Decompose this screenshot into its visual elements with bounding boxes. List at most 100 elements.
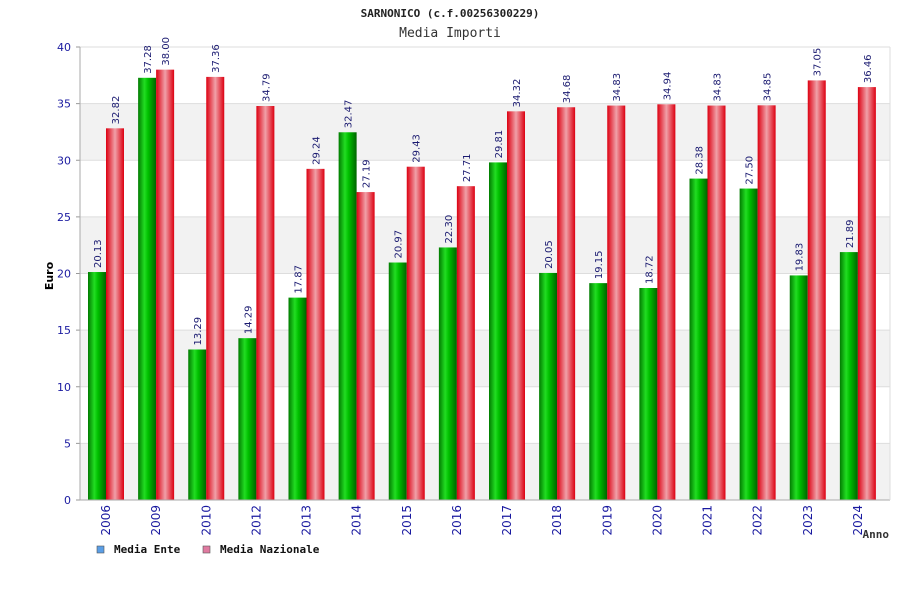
x-tick-label: 2015 xyxy=(400,505,414,536)
x-tick-label: 2013 xyxy=(300,505,314,536)
bar-media-ente xyxy=(639,287,658,500)
bar-media-nazionale xyxy=(557,107,576,501)
bar-value-label: 20.05 xyxy=(544,240,555,269)
bar-value-label: 27.19 xyxy=(362,159,373,188)
bar-media-ente xyxy=(839,252,858,500)
bar-value-label: 29.81 xyxy=(494,130,505,159)
bar-media-ente xyxy=(188,349,207,500)
bar-value-label: 19.83 xyxy=(795,243,806,272)
bar-media-ente xyxy=(689,178,708,500)
bar-value-label: 34.32 xyxy=(512,79,523,108)
legend-label: Media Nazionale xyxy=(220,543,320,556)
bar-value-label: 34.85 xyxy=(763,73,774,102)
bar-media-ente xyxy=(539,272,558,500)
bar-media-nazionale xyxy=(456,186,475,500)
bar-value-label: 27.50 xyxy=(745,156,756,185)
bar-media-ente xyxy=(789,275,808,500)
bar-value-label: 34.83 xyxy=(612,73,623,102)
bar-value-label: 34.94 xyxy=(662,72,673,101)
x-tick-label: 2006 xyxy=(99,505,113,536)
y-tick-label: 40 xyxy=(57,41,71,54)
y-tick-label: 0 xyxy=(64,494,71,507)
bar-media-nazionale xyxy=(306,168,325,500)
bar-media-ente xyxy=(438,247,457,500)
x-tick-label: 2009 xyxy=(149,505,163,536)
bar-value-label: 29.24 xyxy=(312,136,323,165)
bar-value-label: 21.89 xyxy=(845,219,856,248)
x-tick-label: 2012 xyxy=(249,505,263,536)
bar-value-label: 37.05 xyxy=(813,48,824,77)
legend-swatch xyxy=(202,545,211,554)
bar-media-nazionale xyxy=(206,76,225,500)
bar-media-ente xyxy=(238,338,257,500)
bar-value-label: 13.29 xyxy=(193,317,204,346)
legend: Media Ente Media Nazionale xyxy=(96,543,320,556)
legend-swatch xyxy=(96,545,105,554)
x-axis-label: Anno xyxy=(863,528,890,541)
bar-value-label: 34.83 xyxy=(713,73,724,102)
bar-media-ente xyxy=(138,77,157,500)
y-tick-label: 35 xyxy=(57,98,71,111)
bar-value-label: 28.38 xyxy=(695,146,706,175)
bar-media-nazionale xyxy=(106,128,124,500)
chart-subtitle: Media Importi xyxy=(399,26,501,41)
x-tick-label: 2010 xyxy=(199,505,213,536)
bar-media-nazionale xyxy=(707,105,726,501)
bar-value-label: 17.87 xyxy=(294,265,305,294)
bar-media-ente xyxy=(338,132,357,500)
y-tick-label: 5 xyxy=(64,437,71,450)
axes: 0 5 10 15 20 25 30 35 40 2006 2009 2010 2012 2013 2014… xyxy=(57,41,891,536)
bar-media-nazionale xyxy=(356,192,375,501)
bar-value-label: 20.97 xyxy=(394,230,405,259)
bar-value-label: 29.43 xyxy=(412,134,423,163)
y-tick-label: 15 xyxy=(57,324,71,337)
bar-value-label: 18.72 xyxy=(644,255,655,284)
bar-media-nazionale xyxy=(607,105,626,501)
bars-layer: 20.13 32.82 37.28 38.00 13.29 37.36 14.29 34.79… xyxy=(88,37,876,501)
bar-value-label: 37.28 xyxy=(143,45,154,74)
y-tick-label: 30 xyxy=(57,154,71,167)
bar-value-label: 19.15 xyxy=(594,250,605,279)
bar-media-nazionale xyxy=(256,106,275,501)
bar-media-nazionale xyxy=(156,69,175,501)
bar-value-label: 36.46 xyxy=(863,54,874,83)
bar-media-nazionale xyxy=(657,104,676,500)
x-tick-label: 2024 xyxy=(851,505,865,536)
y-tick-label: 25 xyxy=(57,211,71,224)
bar-value-label: 37.36 xyxy=(211,44,222,73)
x-tick-label: 2022 xyxy=(751,505,765,536)
x-tick-label: 2014 xyxy=(350,505,364,536)
bar-media-nazionale xyxy=(406,166,425,500)
legend-label: Media Ente xyxy=(114,543,181,556)
bar-media-ente xyxy=(288,297,307,500)
x-tick-label: 2023 xyxy=(801,505,815,536)
bar-value-label: 32.82 xyxy=(111,96,122,125)
bar-value-label: 38.00 xyxy=(161,37,172,66)
y-tick-label: 10 xyxy=(57,381,71,394)
bar-media-ente xyxy=(388,262,407,500)
bar-media-ente xyxy=(489,162,507,501)
bar-media-nazionale xyxy=(507,111,525,501)
bar-value-label: 20.13 xyxy=(93,239,104,268)
bar-media-nazionale xyxy=(857,87,876,500)
bar-value-label: 32.47 xyxy=(344,100,355,129)
x-tick-label: 2020 xyxy=(650,505,664,536)
bar-media-ente xyxy=(589,283,608,500)
bar-media-ente xyxy=(739,188,758,500)
bar-media-nazionale xyxy=(807,80,826,500)
bar-value-label: 34.79 xyxy=(261,73,272,102)
chart-title: SARNONICO (c.f.00256300229) xyxy=(361,7,540,20)
x-tick-label: 2021 xyxy=(701,505,715,536)
y-axis-label: Euro xyxy=(43,261,56,290)
bar-value-label: 34.68 xyxy=(562,75,573,104)
x-tick-label: 2018 xyxy=(550,505,564,536)
y-tick-label: 20 xyxy=(57,268,71,281)
bar-media-nazionale xyxy=(757,105,776,500)
bar-value-label: 14.29 xyxy=(243,306,254,335)
bar-value-label: 22.30 xyxy=(444,215,455,244)
x-tick-label: 2017 xyxy=(500,505,514,536)
x-tick-label: 2019 xyxy=(600,505,614,536)
x-tick-label: 2016 xyxy=(450,505,464,536)
bar-value-label: 27.71 xyxy=(462,154,473,183)
